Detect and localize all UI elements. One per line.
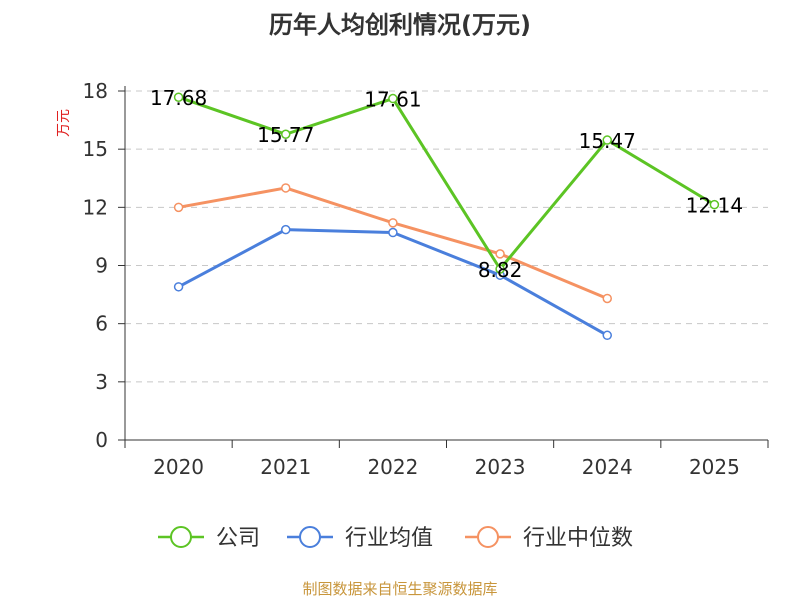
legend-label-0: 公司 <box>216 526 260 551</box>
data-label-2022: 17.61 <box>364 88 421 112</box>
data-label-2025: 12.14 <box>686 194 743 218</box>
series-lines <box>173 92 720 341</box>
point-s0-2024[interactable] <box>602 135 612 145</box>
legend-marker-1 <box>299 526 321 548</box>
legend-label-1: 行业均值 <box>345 526 433 551</box>
y-tick-label-6: 6 <box>95 312 108 336</box>
y-tick-label-18: 18 <box>83 79 108 103</box>
point-s1-2020[interactable] <box>173 282 184 292</box>
point-s1-2024[interactable] <box>602 330 612 341</box>
point-s0-2020[interactable] <box>173 92 184 102</box>
series-line-1 <box>177 228 608 337</box>
series-line-0 <box>178 95 716 271</box>
point-s2-2022[interactable] <box>388 218 398 228</box>
point-s0-2021[interactable] <box>281 129 291 139</box>
point-s2-2020[interactable] <box>173 202 184 213</box>
point-s2-2023[interactable] <box>495 249 505 259</box>
legend-label-2: 行业中位数 <box>523 526 633 551</box>
y-axis-label: 万元 <box>56 109 72 137</box>
x-tick-label-2024: 2024 <box>582 455 633 479</box>
axes: 0 3 6 9 12 15 18 2020 2021 2022 2023 2024 2025 <box>83 79 769 479</box>
y-tick-label-3: 3 <box>95 370 108 394</box>
y-tick-label-9: 9 <box>95 254 108 278</box>
chart-title: 历年人均创利情况(万元) <box>269 11 531 39</box>
data-labels: 17.68 15.77 17.61 8.82 15.47 12.14 <box>150 86 743 282</box>
data-label-2020: 17.68 <box>150 86 207 110</box>
grid-lines <box>125 90 768 383</box>
legend-item-1[interactable]: 行业均值 <box>287 526 433 551</box>
point-s1-2021[interactable] <box>281 224 291 235</box>
legend-item-0[interactable]: 公司 <box>158 526 260 551</box>
x-tick-label-2020: 2020 <box>153 455 204 479</box>
point-s1-2022[interactable] <box>388 227 398 238</box>
y-tick-label-12: 12 <box>83 195 108 219</box>
point-s2-2024[interactable] <box>602 293 612 304</box>
legend-item-2[interactable]: 行业中位数 <box>465 526 633 551</box>
legend-marker-0 <box>170 526 192 548</box>
x-tick-label-2022: 2022 <box>367 455 418 479</box>
data-label-2021: 15.77 <box>257 123 314 147</box>
point-s0-2025[interactable] <box>709 199 720 210</box>
series-line-2 <box>178 186 608 300</box>
data-label-2024: 15.47 <box>579 129 636 153</box>
data-label-2023: 8.82 <box>478 258 523 282</box>
source-note: 制图数据来自恒生聚源数据库 <box>302 580 497 598</box>
x-tick-label-2025: 2025 <box>689 455 740 479</box>
legend-marker-2 <box>477 526 499 548</box>
point-s0-2023[interactable] <box>495 264 505 274</box>
x-tick-label-2021: 2021 <box>260 455 311 479</box>
legend[interactable]: 公司 行业均值 行业中位数 <box>158 526 633 551</box>
y-tick-label-0: 0 <box>95 428 108 452</box>
point-s2-2021[interactable] <box>281 183 291 193</box>
x-tick-label-2023: 2023 <box>475 455 526 479</box>
y-tick-label-15: 15 <box>83 137 108 161</box>
point-s0-2022[interactable] <box>388 93 398 104</box>
